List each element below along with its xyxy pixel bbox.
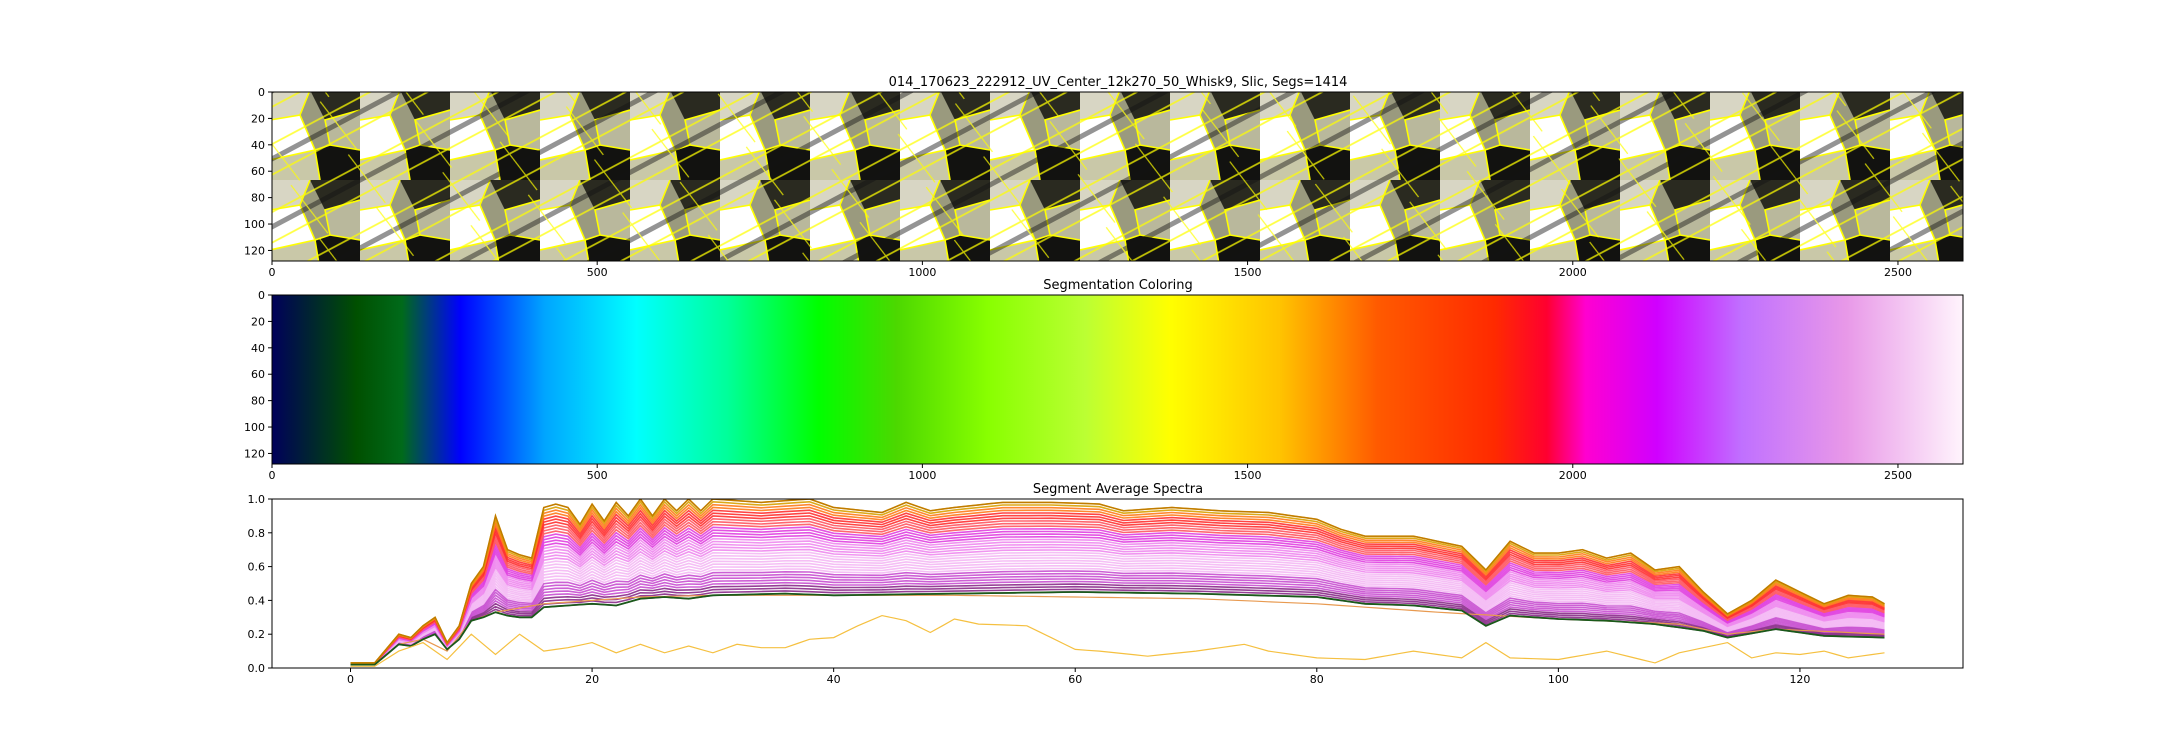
x-tick-label: 120	[1789, 673, 1810, 686]
spectrum-line	[350, 526, 1885, 665]
spectrum-line	[350, 578, 1885, 666]
spectrum-envelope-line	[350, 499, 1885, 664]
spectra-title: Segment Average Spectra	[1033, 482, 1203, 497]
x-tick-label: 100	[1548, 673, 1569, 686]
y-tick-label: 0	[258, 86, 265, 99]
y-tick-label: 60	[251, 165, 265, 178]
y-tick-label: 60	[251, 368, 265, 381]
x-tick-label: 500	[587, 266, 608, 279]
spectrum-line	[350, 551, 1885, 665]
y-tick-label: 0.4	[248, 594, 266, 607]
spectrum-dark-green-line	[350, 591, 1885, 666]
y-tick-label: 80	[251, 395, 265, 408]
spectrum-line	[350, 572, 1885, 666]
x-tick-label: 0	[347, 673, 354, 686]
y-tick-label: 40	[251, 342, 265, 355]
spectrum-line	[350, 567, 1885, 665]
x-tick-label: 500	[587, 469, 608, 482]
spectrum-line	[350, 548, 1885, 665]
uv-image-frame	[271, 91, 1964, 262]
spectrum-line	[350, 531, 1885, 665]
x-tick-label: 2500	[1884, 266, 1912, 279]
uv-image-axes: 0 500 1000 1500 2000 2500 0 20 40 60 80 100 120	[244, 86, 1912, 279]
y-tick-label: 0.8	[248, 527, 266, 540]
spectrum-line	[350, 517, 1885, 665]
spectrum-line	[350, 588, 1885, 666]
y-tick-label: 0.2	[248, 628, 266, 641]
spectrum-line	[350, 554, 1885, 665]
y-tick-label: 40	[251, 139, 265, 152]
spectra-lines	[350, 499, 1885, 667]
x-tick-label: 1500	[1234, 469, 1262, 482]
x-tick-label: 2000	[1559, 266, 1587, 279]
spectra-axes: 0 20 40 60 80 100 120 0.0 0.2 0.4 0.6 0.8 1.0	[248, 493, 1811, 686]
spectrum-line	[350, 575, 1885, 666]
uv-image-title: 014_170623_222912_UV_Center_12k270_50_Wh…	[889, 75, 1348, 90]
x-tick-label: 0	[269, 469, 276, 482]
x-tick-label: 0	[269, 266, 276, 279]
y-tick-label: 0.0	[248, 662, 266, 675]
segmentation-image	[272, 295, 1963, 464]
y-tick-label: 0.6	[248, 561, 266, 574]
y-tick-label: 100	[244, 218, 265, 231]
spectrum-line	[350, 583, 1885, 666]
segmentation-title: Segmentation Coloring	[1043, 278, 1193, 293]
spectrum-line	[350, 503, 1885, 664]
x-tick-label: 80	[1310, 673, 1324, 686]
spectrum-line	[350, 565, 1885, 665]
spectrum-line	[350, 520, 1885, 665]
x-tick-label: 2500	[1884, 469, 1912, 482]
y-tick-label: 120	[244, 244, 265, 257]
spectrum-line	[350, 540, 1885, 665]
segmentation-panel: Segmentation Coloring 0 500 1000 1500 2000 25…	[244, 278, 1964, 482]
spectrum-line	[350, 529, 1885, 665]
spectrum-line	[350, 523, 1885, 665]
spectrum-line	[350, 562, 1885, 665]
y-tick-label: 0	[258, 289, 265, 302]
x-tick-label: 20	[585, 673, 599, 686]
x-tick-label: 2000	[1559, 469, 1587, 482]
spectrum-line	[350, 570, 1885, 665]
spectrum-line	[350, 537, 1885, 665]
spectrum-line	[350, 534, 1885, 665]
spectrum-line	[350, 557, 1885, 665]
y-tick-label: 20	[251, 315, 265, 328]
spectra-frame	[271, 498, 1964, 669]
y-tick-label: 80	[251, 192, 265, 205]
segmentation-frame	[271, 294, 1964, 465]
spectrum-line	[350, 512, 1885, 664]
spectrum-line	[350, 543, 1885, 665]
x-tick-label: 1000	[908, 469, 936, 482]
x-tick-label: 60	[1068, 673, 1082, 686]
spectrum-line	[350, 580, 1885, 666]
spectrum-line	[350, 509, 1885, 664]
spectrum-line	[350, 515, 1885, 664]
x-tick-label: 1000	[908, 266, 936, 279]
x-tick-label: 40	[827, 673, 841, 686]
x-tick-label: 1500	[1234, 266, 1262, 279]
spectrum-line	[350, 500, 1885, 664]
spectrum-line	[350, 545, 1885, 665]
y-tick-label: 120	[244, 447, 265, 460]
uv-image-overlay	[272, 92, 1963, 261]
y-tick-label: 1.0	[248, 493, 266, 506]
spectrum-low-line	[350, 614, 1885, 667]
y-tick-label: 100	[244, 421, 265, 434]
spectra-panel: Segment Average Spectra 0 20 40 60 80 100 1200…	[248, 482, 1964, 686]
segmentation-axes: 0 500 1000 1500 2000 2500 0 20 40 60 80 100 120	[244, 289, 1912, 482]
spectrum-line	[350, 559, 1885, 665]
spectrum-line	[350, 506, 1885, 664]
y-tick-label: 20	[251, 112, 265, 125]
uv-image-panel: 014_170623_222912_UV_Center_12k270_50_Wh…	[244, 75, 1964, 279]
